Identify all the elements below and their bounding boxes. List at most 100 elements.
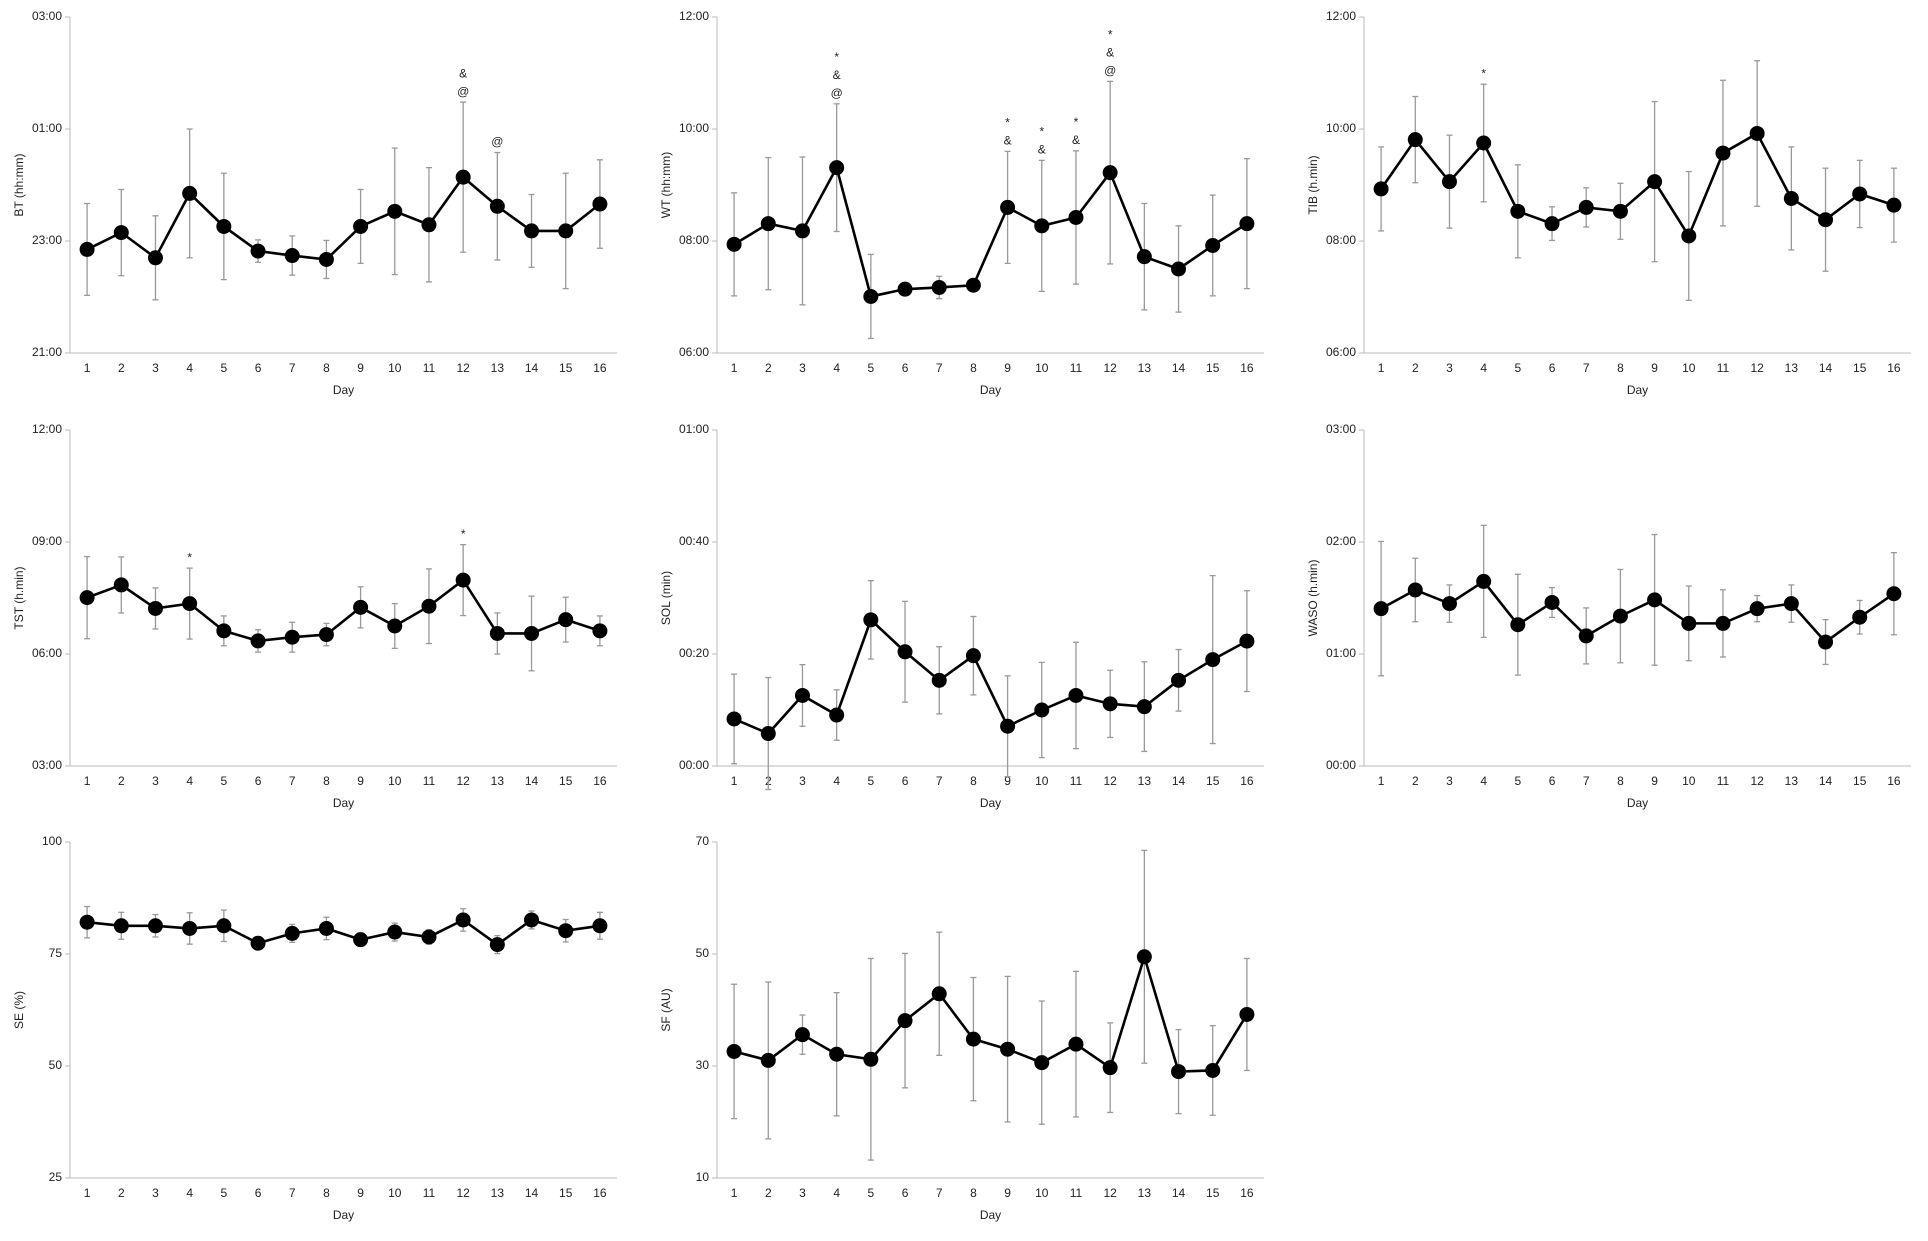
data-point (1647, 592, 1663, 608)
x-tick-label: 14 (1819, 774, 1833, 788)
data-point (1136, 699, 1152, 715)
x-tick-label: 1 (731, 774, 738, 788)
x-tick-label: 11 (1070, 361, 1083, 375)
data-point (1886, 197, 1902, 213)
data-point (931, 279, 947, 295)
data-point (1205, 1062, 1221, 1078)
x-tick-label: 7 (1583, 774, 1590, 788)
x-tick-label: 6 (902, 774, 909, 788)
x-tick-label: 10 (1682, 774, 1696, 788)
x-tick-label: 1 (84, 1186, 91, 1200)
x-tick-label: 13 (1138, 361, 1152, 375)
data-point (1441, 174, 1457, 190)
data-point (421, 929, 437, 945)
x-tick-label: 13 (491, 774, 505, 788)
data-point (79, 241, 95, 257)
x-tick-label: 5 (868, 774, 875, 788)
data-point (79, 590, 95, 606)
x-tick-label: 8 (970, 361, 977, 375)
x-tick-label: 3 (799, 1186, 806, 1200)
x-tick-label: 5 (221, 774, 228, 788)
data-point (1034, 218, 1050, 234)
data-point (1612, 608, 1628, 624)
data-point (965, 648, 981, 664)
data-point (897, 1013, 913, 1029)
x-tick-label: 8 (323, 361, 330, 375)
significance-marker: * (834, 50, 839, 64)
y-tick-label: 01:00 (32, 121, 62, 135)
x-tick-label: 4 (186, 1186, 193, 1200)
x-tick-label: 12 (1103, 1186, 1117, 1200)
data-point (1510, 203, 1526, 219)
data-point (1612, 203, 1628, 219)
x-axis-label: Day (980, 383, 1001, 397)
x-tick-label: 15 (1206, 1186, 1220, 1200)
data-point (1818, 212, 1834, 228)
x-tick-label: 16 (1240, 1186, 1254, 1200)
y-tick-label: 03:00 (32, 758, 62, 772)
x-tick-label: 16 (1240, 774, 1254, 788)
data-point (1171, 672, 1187, 688)
data-point (1476, 573, 1492, 589)
data-point (284, 629, 300, 645)
data-point (1239, 1006, 1255, 1022)
x-tick-label: 5 (868, 361, 875, 375)
data-point (592, 918, 608, 934)
data-point (1578, 628, 1594, 644)
data-point (829, 707, 845, 723)
data-point (1000, 1041, 1016, 1057)
significance-marker: * (1005, 116, 1010, 130)
significance-marker: & (1038, 143, 1046, 157)
x-tick-label: 4 (833, 361, 840, 375)
x-tick-label: 4 (186, 774, 193, 788)
data-point (1407, 132, 1423, 148)
y-tick-label: 00:40 (679, 534, 709, 548)
data-point (1749, 125, 1765, 141)
data-point (1136, 249, 1152, 265)
x-tick-label: 7 (289, 1186, 296, 1200)
data-point (1000, 718, 1016, 734)
data-point (1715, 145, 1731, 161)
y-axis-label: WT (hh:mm) (659, 152, 673, 218)
data-point (760, 1052, 776, 1068)
x-tick-label: 13 (1138, 1186, 1152, 1200)
data-point (863, 612, 879, 628)
y-tick-label: 25 (49, 1170, 63, 1184)
significance-marker: * (1074, 115, 1079, 129)
x-tick-label: 2 (1412, 774, 1419, 788)
data-point (1407, 582, 1423, 598)
x-tick-label: 6 (1549, 361, 1556, 375)
x-tick-label: 13 (1785, 361, 1799, 375)
data-point (524, 912, 540, 928)
y-tick-label: 23:00 (32, 233, 62, 247)
y-tick-label: 30 (696, 1058, 710, 1072)
x-axis-label: Day (333, 1208, 354, 1222)
data-point (489, 198, 505, 214)
x-tick-label: 4 (833, 774, 840, 788)
data-point (1102, 696, 1118, 712)
x-tick-label: 15 (1206, 774, 1220, 788)
data-line (733, 952, 1249, 1073)
data-point (182, 920, 198, 936)
x-tick-label: 12 (456, 774, 470, 788)
data-line (86, 918, 601, 947)
y-tick-label: 01:00 (1326, 646, 1356, 660)
x-tick-label: 8 (323, 774, 330, 788)
y-axis-label: SF (AU) (659, 988, 673, 1031)
x-tick-label: 8 (323, 1186, 330, 1200)
data-point (794, 687, 810, 703)
data-point (216, 623, 232, 639)
x-tick-label: 7 (1583, 361, 1590, 375)
data-point (965, 1031, 981, 1047)
x-axis-label: Day (333, 383, 354, 397)
x-tick-label: 14 (1819, 361, 1833, 375)
x-tick-label: 11 (1717, 361, 1730, 375)
data-point (524, 223, 540, 239)
y-tick-label: 00:00 (679, 758, 709, 772)
data-point (524, 625, 540, 641)
y-tick-label: 10 (696, 1170, 710, 1184)
